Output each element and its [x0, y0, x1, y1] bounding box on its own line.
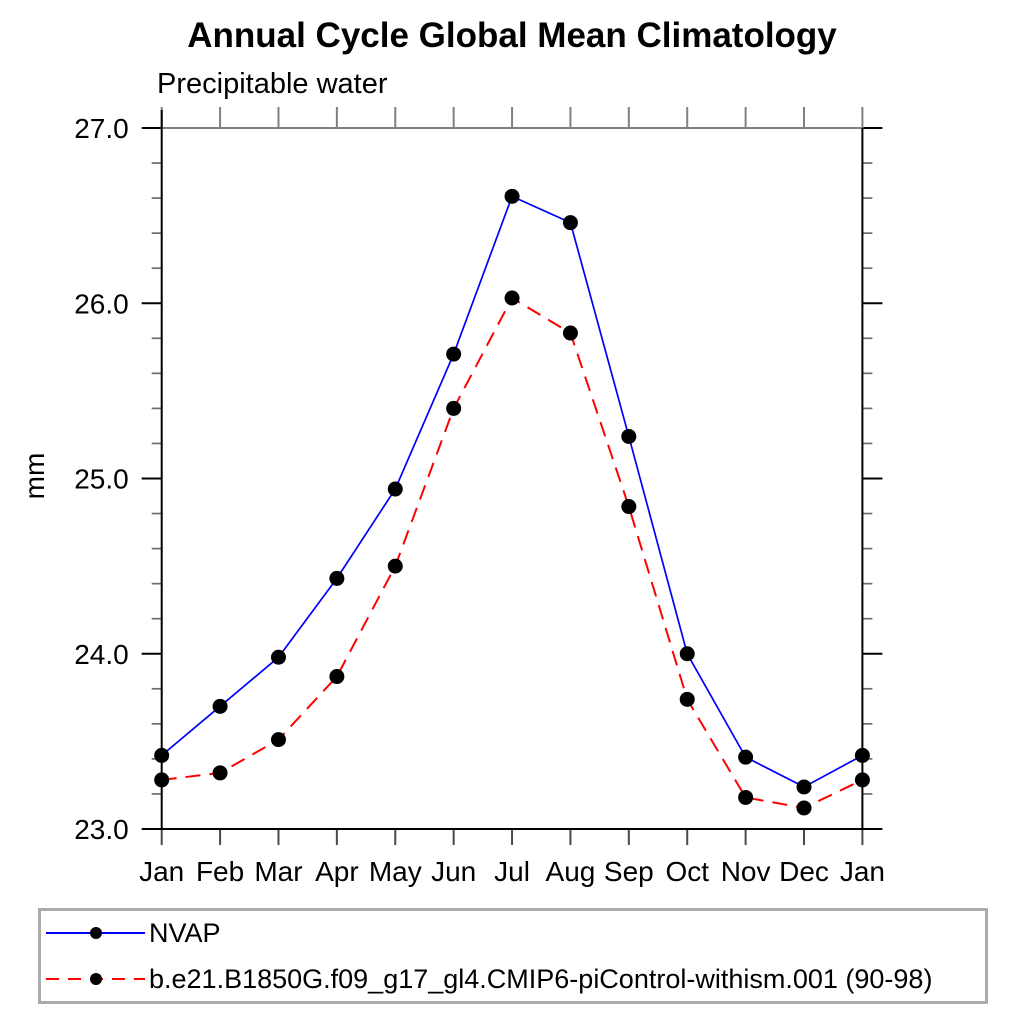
x-tick-label: Jul	[494, 856, 530, 887]
dashed-line-marker-icon	[46, 973, 145, 985]
x-axis: Jan Feb Mar Apr May Jun Jul Aug Sep Oct Nov Dec Jan	[139, 107, 885, 887]
data-point-marker	[212, 765, 228, 781]
x-tick-label: Sep	[604, 856, 654, 887]
y-tick-label: 26.0	[74, 288, 129, 319]
data-point-marker	[329, 669, 345, 685]
data-point-marker	[270, 732, 286, 748]
x-tick-label: Feb	[196, 856, 244, 887]
data-point-marker	[562, 325, 578, 341]
data-point-marker	[387, 481, 403, 497]
data-point-marker	[446, 346, 462, 362]
x-tick-label: Oct	[665, 856, 709, 887]
data-point-marker	[796, 800, 812, 816]
data-point-marker	[154, 747, 170, 763]
y-axis-title: mm	[19, 453, 50, 500]
legend: NVAP b.e21.B1850G.f09_g17_gl4.CMIP6-piCo…	[38, 908, 988, 1004]
data-point-marker	[679, 646, 695, 662]
x-tick-label: Jun	[431, 856, 476, 887]
x-tick-label: Mar	[254, 856, 302, 887]
x-tick-label: Nov	[721, 856, 771, 887]
y-axis: 23.0 24.0 25.0 26.0 27.0	[74, 113, 883, 845]
series-markers-1	[154, 290, 870, 816]
x-tick-label: Apr	[315, 856, 359, 887]
x-tick-label: Jan	[840, 856, 885, 887]
legend-label-nvap: NVAP	[149, 917, 221, 948]
x-tick-label: Dec	[779, 856, 829, 887]
y-tick-label: 23.0	[74, 814, 129, 845]
legend-row-model: b.e21.B1850G.f09_g17_gl4.CMIP6-piControl…	[41, 959, 985, 999]
data-point-marker	[679, 691, 695, 707]
data-point-marker	[504, 290, 520, 306]
data-point-marker	[854, 772, 870, 788]
series-markers-0	[154, 188, 870, 795]
series-line-1	[161, 296, 863, 810]
data-point-marker	[738, 789, 754, 805]
chart-subtitle: Precipitable water	[157, 68, 388, 100]
data-point-marker	[387, 558, 403, 574]
plot-area: Jan Feb Mar Apr May Jun Jul Aug Sep Oct Nov Dec Jan 2…	[19, 107, 885, 887]
x-tick-label: May	[369, 856, 422, 887]
chart-title: Annual Cycle Global Mean Climatology	[187, 16, 837, 55]
y-tick-label: 25.0	[74, 464, 129, 495]
data-point-marker	[621, 499, 637, 515]
data-point-marker	[738, 749, 754, 765]
data-point-marker	[270, 649, 286, 665]
x-tick-label: Jan	[139, 856, 184, 887]
legend-label-model: b.e21.B1850G.f09_g17_gl4.CMIP6-piControl…	[149, 963, 933, 994]
data-point-marker	[504, 188, 520, 204]
data-point-marker	[854, 747, 870, 763]
legend-row-nvap: NVAP	[41, 913, 985, 953]
data-point-marker	[329, 570, 345, 586]
data-point-marker	[446, 400, 462, 416]
solid-line-marker-icon	[46, 927, 145, 939]
data-point-marker	[154, 772, 170, 788]
data-point-marker	[796, 779, 812, 795]
x-tick-label: Aug	[546, 856, 596, 887]
y-tick-label: 27.0	[74, 113, 129, 144]
plot-frame	[160, 110, 864, 830]
y-tick-label: 24.0	[74, 639, 129, 670]
data-point-marker	[212, 698, 228, 714]
data-point-marker	[562, 215, 578, 231]
data-point-marker	[621, 428, 637, 444]
series-line-0	[161, 195, 863, 788]
